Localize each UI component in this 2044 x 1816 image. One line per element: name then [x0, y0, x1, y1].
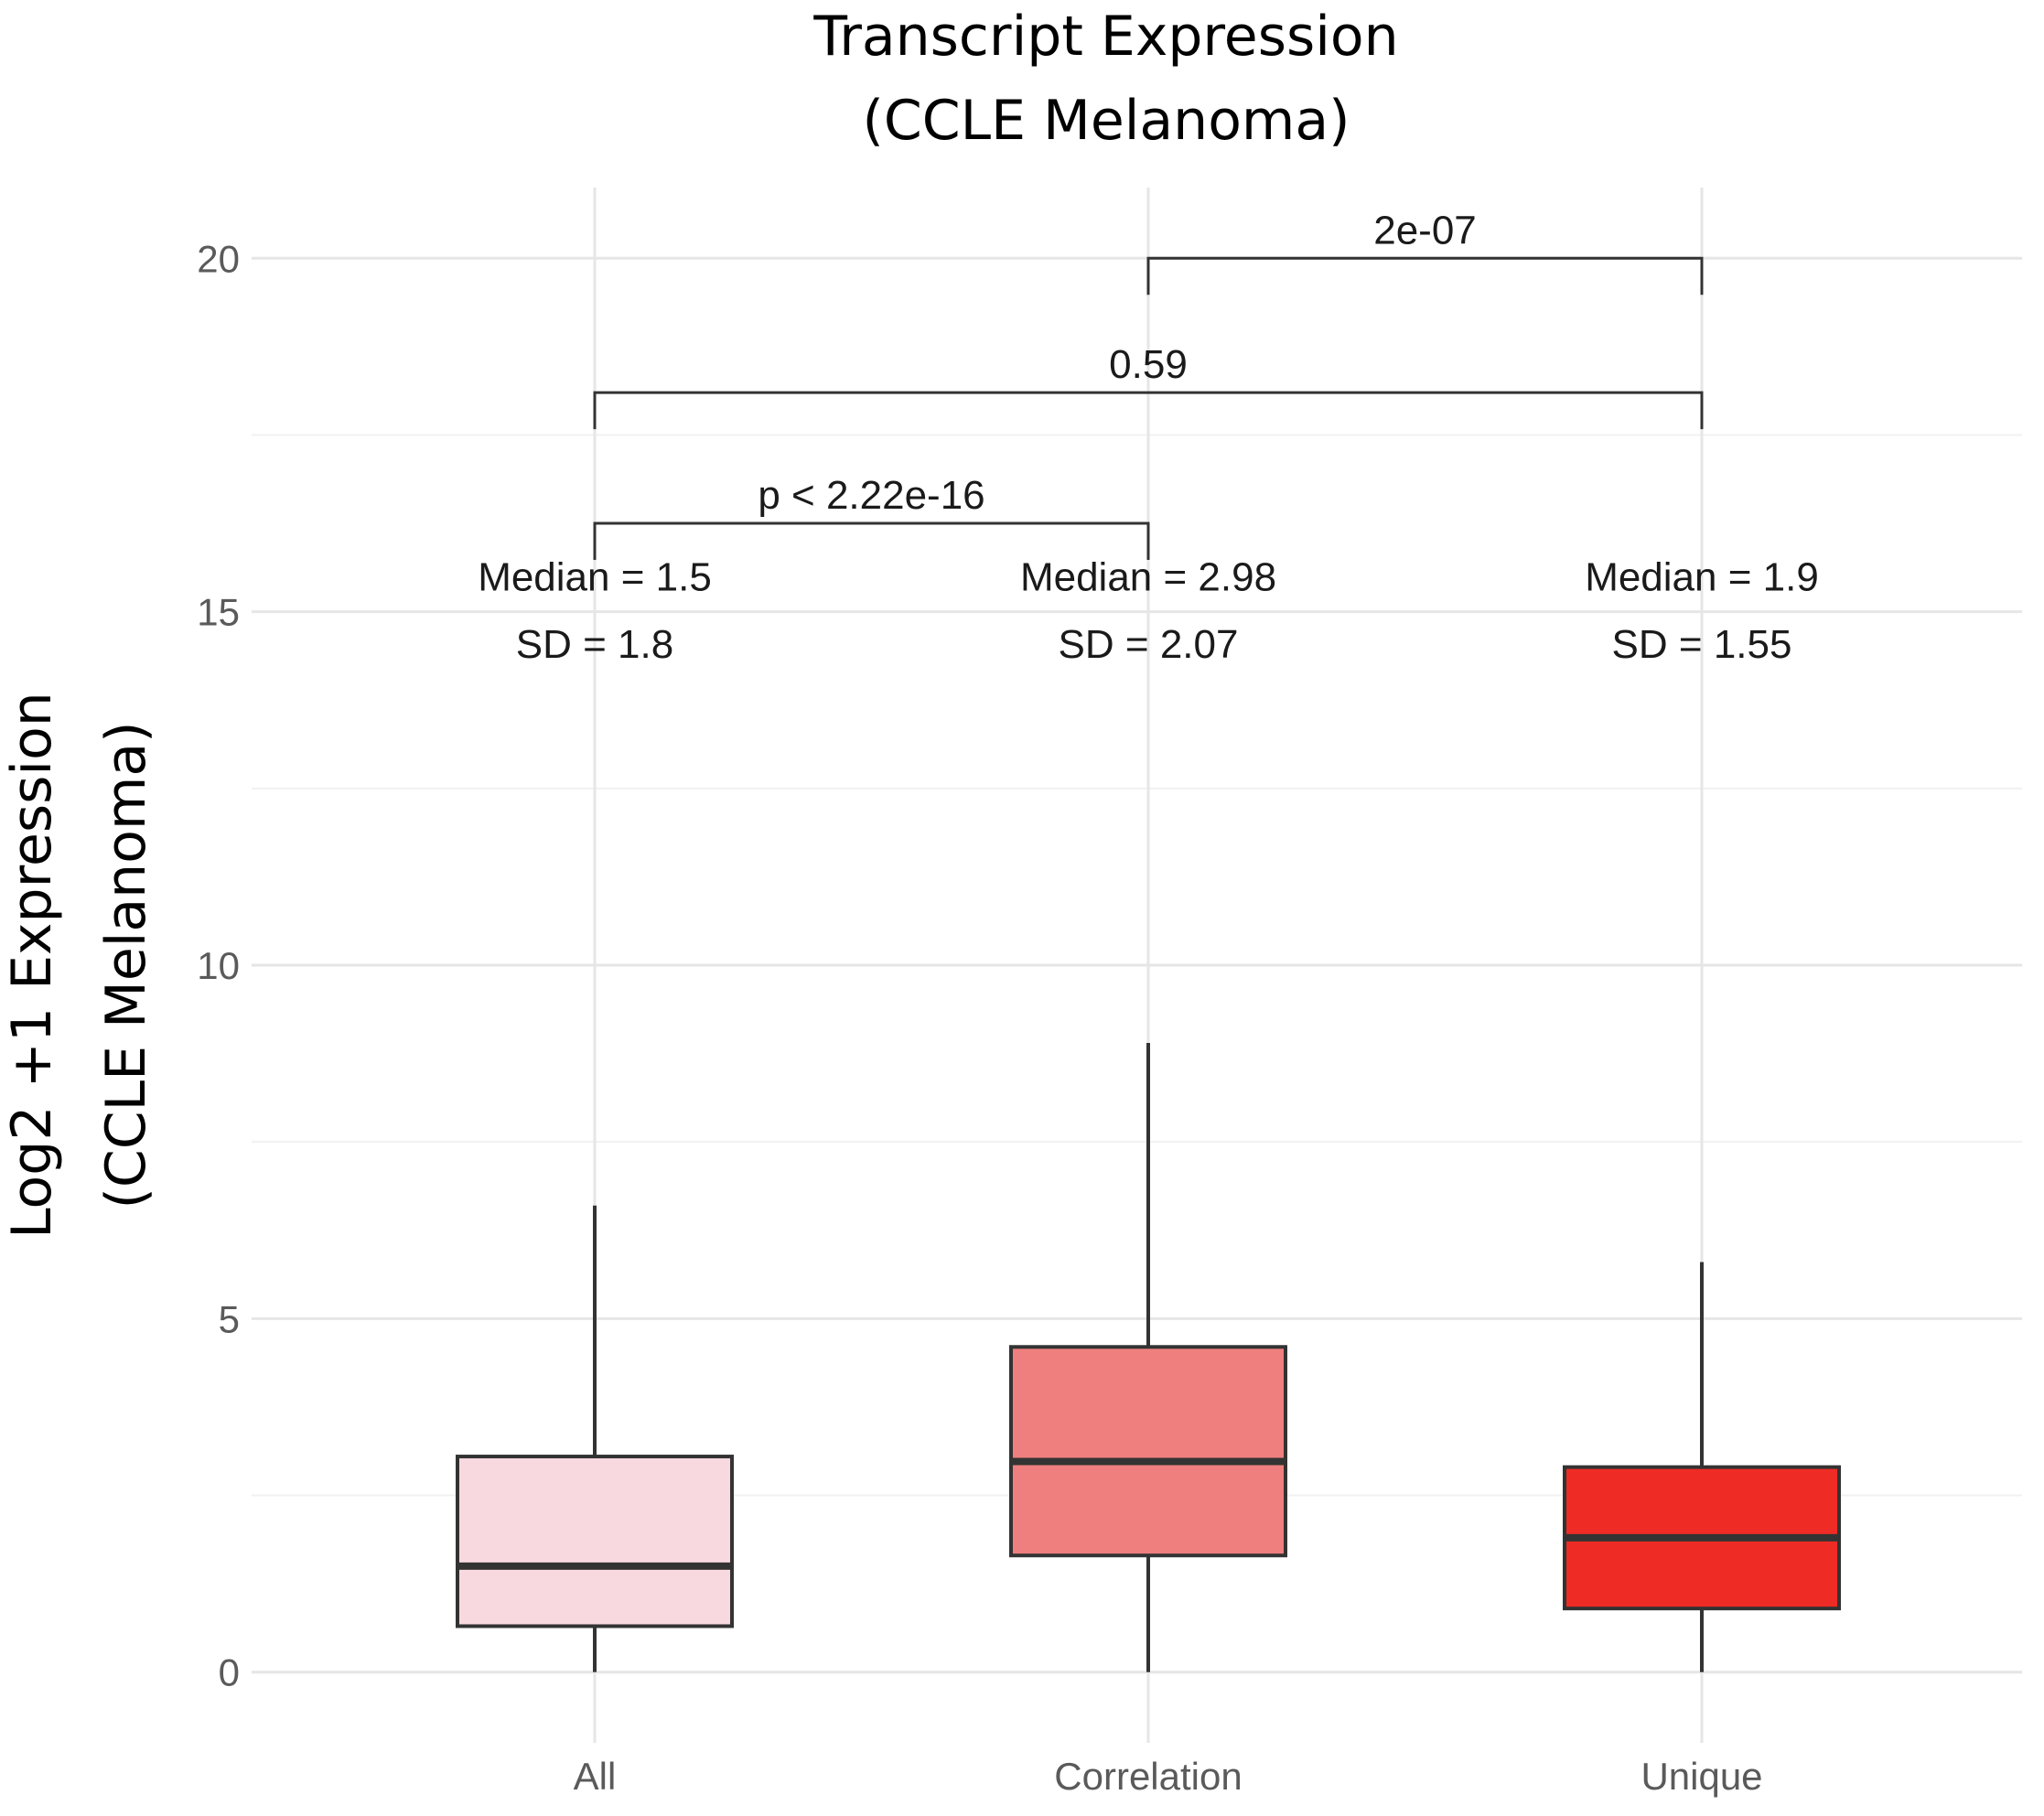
p-value-label: p < 2.22e-16 — [758, 473, 984, 518]
y-axis-ticks: 0 5 10 15 20 — [197, 237, 240, 1693]
x-axis-ticks: All Correlation Unique — [574, 1755, 1763, 1798]
y-tick-label: 15 — [197, 591, 240, 634]
boxes — [456, 1043, 1841, 1672]
comparison-bracket: 0.59 — [593, 342, 1704, 430]
chart-title-line-1: Transcript Expression — [812, 5, 1398, 69]
y-tick-label: 0 — [219, 1651, 240, 1694]
median-label: Median = 2.98 — [1020, 554, 1276, 599]
x-tick-label: Correlation — [1054, 1755, 1242, 1798]
median-label: Median = 1.5 — [478, 554, 712, 599]
comparison-brackets: p < 2.22e-16 0.59 2e-07 — [593, 208, 1704, 561]
box-iqr — [1009, 1345, 1287, 1558]
y-tick-label: 20 — [197, 237, 240, 280]
box-correlation — [1009, 1043, 1287, 1672]
bracket-line — [593, 391, 1704, 430]
bracket-line — [593, 521, 1150, 561]
chart-title-line-2: (CCLE Melanoma) — [862, 89, 1350, 153]
bracket-line — [1146, 256, 1704, 296]
sd-label: SD = 2.07 — [1059, 622, 1239, 667]
y-axis-label-line-1: Log2 +1 Expression — [0, 692, 64, 1239]
y-axis-label-line-2: (CCLE Melanoma) — [94, 721, 158, 1209]
box-all — [456, 1205, 734, 1672]
y-tick-label: 5 — [219, 1297, 240, 1340]
sd-label: SD = 1.8 — [516, 622, 673, 667]
p-value-label: 2e-07 — [1373, 208, 1477, 253]
comparison-bracket: 2e-07 — [1146, 208, 1704, 296]
box-unique — [1563, 1262, 1841, 1672]
x-tick-label: Unique — [1641, 1755, 1762, 1798]
box-annotations: Median = 1.5 SD = 1.8 Median = 2.98 SD = 2.… — [478, 554, 1819, 666]
box-iqr — [456, 1455, 734, 1628]
p-value-label: 0.59 — [1109, 342, 1188, 387]
comparison-bracket: p < 2.22e-16 — [593, 473, 1150, 561]
median-label: Median = 1.9 — [1585, 554, 1819, 599]
y-tick-label: 10 — [197, 944, 240, 987]
sd-label: SD = 1.55 — [1612, 622, 1792, 667]
x-tick-label: All — [574, 1755, 617, 1798]
